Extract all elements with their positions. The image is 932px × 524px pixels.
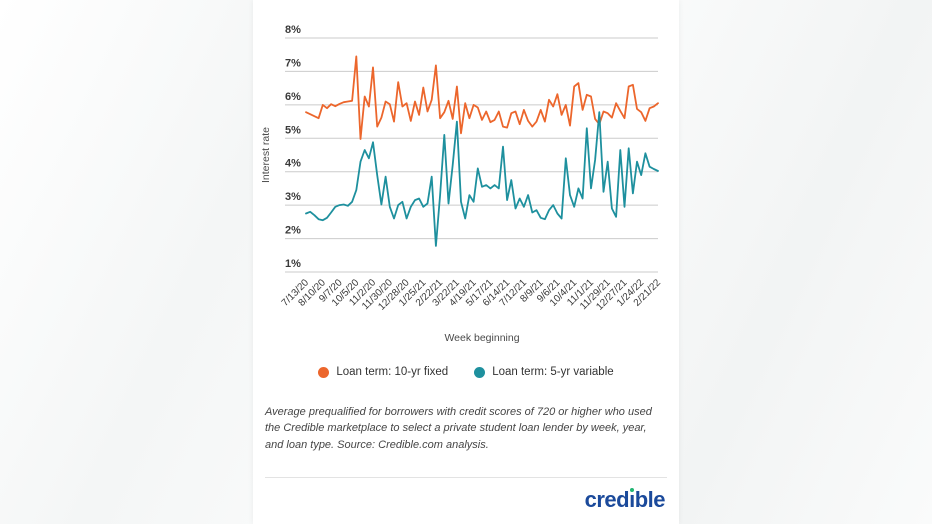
footer-divider: [265, 477, 667, 478]
y-tick-label: 6%: [285, 91, 301, 103]
logo-i-green-dot: ı: [629, 487, 635, 512]
chart-legend: Loan term: 10-yr fixed Loan term: 5-yr v…: [253, 362, 679, 382]
chart-area: 8% 7% 6% 5% 4% 3% 2% 1% 7/13/20 8/10/20 9/7/20 10/5…: [253, 0, 679, 352]
chart-card: 8% 7% 6% 5% 4% 3% 2% 1% 7/13/20 8/10/20 9/7/20 10/5…: [253, 0, 679, 524]
legend-label: Loan term: 5-yr variable: [492, 366, 614, 378]
y-tick-label: 4%: [285, 158, 301, 170]
footnote-text: Average prequalified for borrowers with …: [265, 406, 652, 451]
rate-chart: 8%7%6%5%4%3%2%1%7/13/208/10/209/7/2010/5…: [260, 24, 663, 344]
y-tick-label: 3%: [285, 191, 301, 203]
y-tick-label: 7%: [285, 57, 301, 69]
y-tick-label: 1%: [285, 258, 301, 270]
series-line-0: [305, 55, 659, 140]
y-tick-label: 8%: [285, 24, 301, 36]
legend-label: Loan term: 10-yr fixed: [336, 366, 449, 378]
credible-logo: credıble: [584, 487, 666, 512]
legend-dot-teal-icon: [474, 366, 486, 378]
y-tick-label: 5%: [285, 124, 301, 136]
legend-item-10yr-fixed: Loan term: 10-yr fixed: [318, 366, 448, 378]
legend-dot-orange-icon: [318, 366, 330, 378]
series-line-1: [305, 111, 659, 247]
legend-item-5yr-variable: Loan term: 5-yr variable: [474, 366, 614, 378]
y-axis-title: Interest rate: [260, 127, 272, 183]
x-axis-title: Week beginning: [444, 332, 519, 344]
y-tick-label: 2%: [285, 225, 301, 237]
